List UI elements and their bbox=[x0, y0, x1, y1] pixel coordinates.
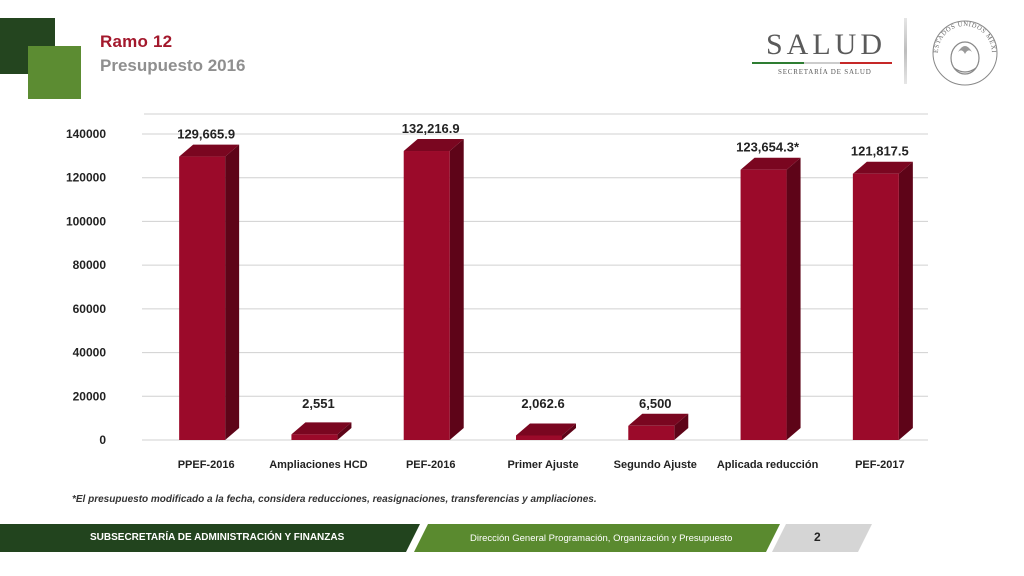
bar-top bbox=[628, 413, 689, 426]
page-subtitle: Presupuesto 2016 bbox=[100, 56, 246, 75]
header-divider bbox=[904, 18, 907, 84]
footer-left-segment bbox=[0, 524, 420, 552]
logo-main-text: SALUD bbox=[766, 28, 887, 61]
logo-sub-text: SECRETARÍA DE SALUD bbox=[778, 68, 872, 76]
y-tick-label: 140000 bbox=[66, 127, 106, 141]
salud-logo: SALUD SECRETARÍA DE SALUD bbox=[752, 28, 892, 82]
bar-4 bbox=[628, 413, 689, 440]
footnote: *El presupuesto modificado a la fecha, c… bbox=[72, 494, 597, 505]
y-tick-label: 40000 bbox=[73, 346, 107, 360]
x-tick-label: Primer Ajuste bbox=[507, 459, 578, 471]
bar-front bbox=[516, 435, 562, 440]
y-tick-label: 80000 bbox=[73, 258, 107, 272]
bar-front bbox=[291, 434, 338, 440]
y-tick-label: 100000 bbox=[66, 214, 106, 228]
bar-side bbox=[337, 422, 352, 440]
bar-1 bbox=[291, 422, 352, 440]
page-title: Ramo 12 bbox=[100, 32, 173, 51]
bar-front bbox=[179, 156, 226, 440]
bar-side bbox=[225, 144, 240, 440]
bar-0 bbox=[179, 144, 240, 440]
bar-front bbox=[740, 169, 787, 440]
x-tick-label: PEF-2017 bbox=[855, 459, 905, 471]
page-number: 2 bbox=[814, 530, 821, 544]
x-tick-label: Aplicada reducción bbox=[717, 459, 819, 471]
bar-top bbox=[740, 157, 801, 170]
data-label: 2,062.6 bbox=[521, 396, 564, 411]
bar-6 bbox=[852, 161, 913, 440]
bar-top bbox=[403, 139, 464, 152]
bar-5 bbox=[740, 157, 801, 440]
bar-top bbox=[852, 161, 913, 174]
x-tick-label: Segundo Ajuste bbox=[614, 459, 697, 471]
data-label: 121,817.5 bbox=[851, 144, 909, 159]
footer-bar: SUBSECRETARÍA DE ADMINISTRACIÓN Y FINANZ… bbox=[0, 524, 1024, 552]
y-tick-label: 60000 bbox=[73, 302, 107, 316]
bar-top bbox=[516, 423, 576, 436]
national-seal-icon: ESTADOS UNIDOS MEXICANOS bbox=[930, 18, 998, 86]
bar-side bbox=[562, 423, 576, 440]
y-tick-label: 120000 bbox=[66, 171, 106, 185]
bar-top bbox=[291, 422, 352, 435]
bar-front bbox=[628, 425, 675, 440]
logo-stripe bbox=[752, 62, 892, 64]
footer-middle-segment bbox=[414, 524, 780, 552]
bar-2 bbox=[403, 139, 464, 440]
decor-square-light bbox=[28, 46, 81, 99]
footer-page-segment bbox=[772, 524, 872, 552]
bar-3 bbox=[516, 423, 576, 440]
bar-top bbox=[179, 144, 240, 157]
bar-side bbox=[898, 161, 913, 440]
footer-left-text: SUBSECRETARÍA DE ADMINISTRACIÓN Y FINANZ… bbox=[90, 532, 345, 543]
bar-side bbox=[449, 139, 464, 440]
bar-side bbox=[786, 157, 801, 440]
data-label: 2,551 bbox=[302, 396, 335, 411]
bar-front bbox=[852, 173, 899, 440]
bar-side bbox=[674, 413, 689, 440]
x-tick-label: PPEF-2016 bbox=[178, 459, 235, 471]
bar-front bbox=[403, 151, 450, 440]
data-label: 129,665.9 bbox=[177, 127, 235, 142]
y-tick-label: 0 bbox=[99, 433, 106, 447]
data-label: 132,216.9 bbox=[402, 121, 460, 136]
data-label: 123,654.3* bbox=[736, 140, 800, 155]
y-tick-label: 20000 bbox=[73, 389, 107, 403]
x-tick-label: Ampliaciones HCD bbox=[269, 459, 367, 471]
data-label: 6,500 bbox=[639, 396, 672, 411]
footer-middle-text: Dirección General Programación, Organiza… bbox=[470, 533, 733, 544]
budget-bar-chart: 020000400006000080000100000120000140000 … bbox=[66, 113, 928, 471]
x-tick-label: PEF-2016 bbox=[406, 459, 456, 471]
